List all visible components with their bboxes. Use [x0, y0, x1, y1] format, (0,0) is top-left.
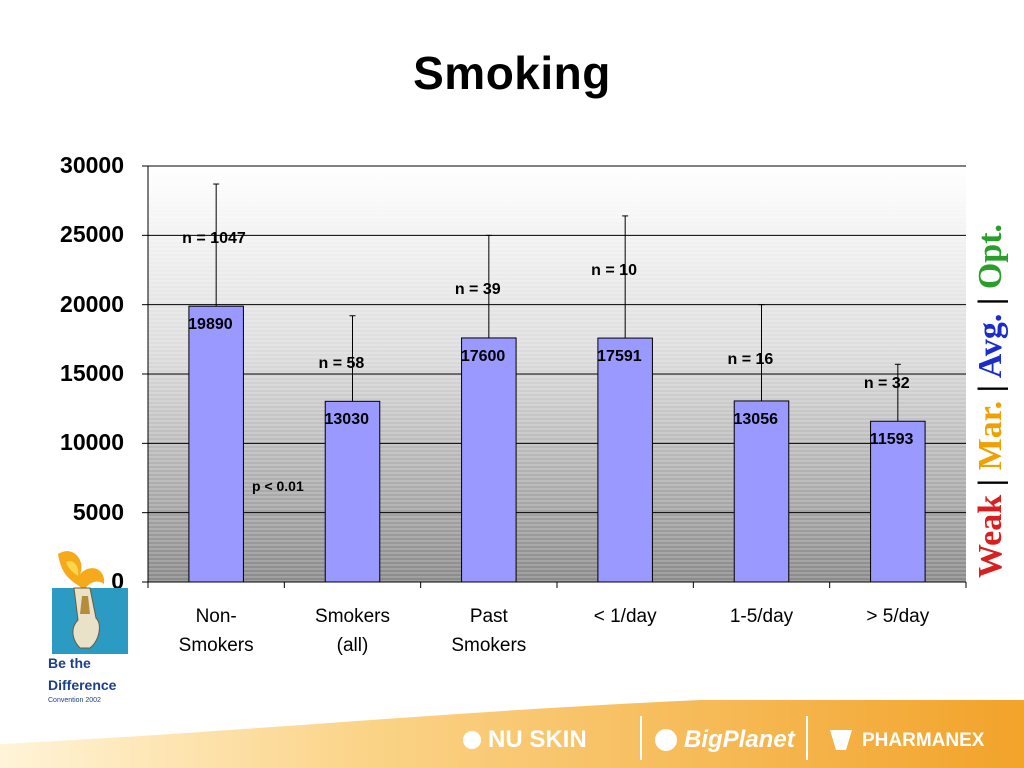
- n-label: n = 58: [318, 355, 365, 373]
- x-tick-label: < 1/day: [593, 606, 657, 627]
- value-label: 11593: [869, 431, 914, 449]
- y-tick-label: 0: [111, 568, 124, 594]
- value-label: 19890: [188, 316, 233, 334]
- value-label: 13030: [324, 411, 370, 429]
- nuskin-logo-text: NU SKIN: [488, 726, 587, 753]
- scale-level: Opt.: [972, 224, 1009, 289]
- x-tick-label: Non- Smokers: [178, 606, 254, 656]
- bigplanet-logo-text: BigPlanet: [684, 726, 795, 753]
- y-tick-label: 10000: [60, 429, 124, 456]
- chart-title: Smoking: [413, 47, 611, 99]
- x-tick-label: Smokers (all): [315, 606, 390, 656]
- scale-separator: |: [972, 470, 1009, 495]
- n-label: n = 39: [454, 281, 501, 299]
- scale-legend: Weak | Mar. | Avg. | Opt.: [972, 224, 1009, 578]
- logo-line1: Be the: [48, 655, 91, 671]
- scale-level: Mar.: [972, 401, 1009, 471]
- p-value-annotation: p < 0.01: [252, 478, 304, 494]
- y-tick-label: 15000: [60, 360, 124, 386]
- be-the-difference-logo: Be the Difference Convention 2002: [48, 551, 128, 704]
- x-tick-label: Past Smokers: [451, 606, 527, 656]
- logo-line3: Convention 2002: [48, 697, 101, 704]
- torch-hand-icon: [72, 587, 100, 649]
- n-label: n = 32: [863, 375, 910, 393]
- flame-icon: [58, 551, 105, 590]
- scale-level: Avg.: [972, 314, 1009, 379]
- scale-separator: |: [972, 289, 1009, 314]
- bar: [461, 337, 517, 583]
- scale-separator: |: [972, 378, 1009, 401]
- logo-line2: Difference: [48, 677, 117, 693]
- value-label: 17591: [597, 348, 642, 366]
- bar: [870, 420, 926, 583]
- n-label: n = 1047: [182, 230, 246, 248]
- pharmanex-icon: [830, 730, 852, 750]
- y-tick-label: 20000: [60, 290, 124, 317]
- nuskin-icon: [463, 731, 481, 749]
- value-label: 17600: [460, 347, 506, 365]
- svg-text:Weak | Mar. | Avg. | Opt.: Weak | Mar. | Avg. | Opt.: [972, 224, 1009, 578]
- y-tick-label: 5000: [72, 498, 124, 525]
- bar: [188, 305, 244, 583]
- bar: [597, 337, 653, 583]
- bigplanet-icon: [655, 729, 677, 751]
- n-label: n = 16: [727, 350, 774, 368]
- x-tick-label: > 5/day: [866, 606, 930, 627]
- scale-level: Weak: [972, 495, 1009, 578]
- pharmanex-logo-text: PHARMANEX: [862, 730, 985, 751]
- y-tick-label: 30000: [60, 152, 124, 178]
- y-tick-label: 25000: [60, 221, 124, 248]
- n-label: n = 10: [591, 261, 637, 279]
- x-tick-label: 1-5/day: [729, 606, 794, 627]
- bar: [324, 400, 381, 583]
- footer-band: [0, 700, 1024, 768]
- value-label: 13056: [733, 410, 779, 428]
